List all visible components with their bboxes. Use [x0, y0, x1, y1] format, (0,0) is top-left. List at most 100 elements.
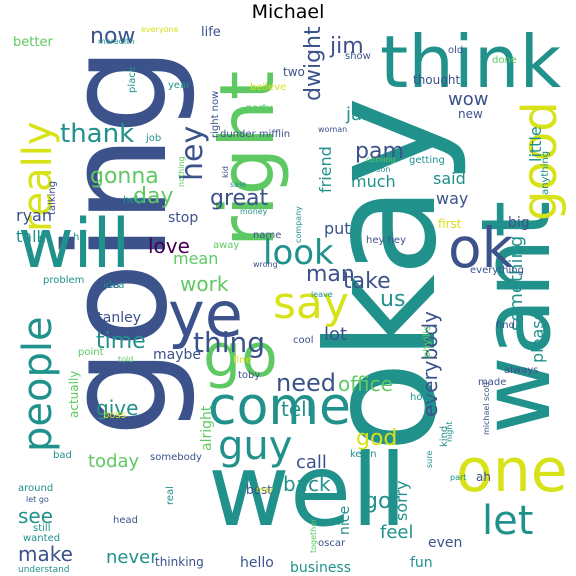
chart-title: Michael [251, 1, 325, 23]
cloud-word: help [123, 195, 145, 206]
cloud-word: stop [168, 210, 199, 226]
cloud-word: oscar [318, 538, 346, 549]
cloud-word: never [106, 547, 158, 568]
cloud-word: put [324, 219, 351, 238]
cloud-word: give [96, 396, 139, 420]
cloud-word: will [18, 205, 131, 284]
cloud-word: maybe [153, 347, 202, 363]
cloud-word: great [210, 186, 269, 211]
cloud-word: much [351, 172, 396, 191]
cloud-word: people [15, 316, 61, 452]
cloud-word: anything [540, 150, 551, 195]
cloud-word: toby [238, 370, 261, 381]
cloud-word: look [263, 233, 334, 273]
cloud-word: boss [103, 410, 126, 421]
cloud-word: idea [103, 280, 125, 291]
cloud-word: phyllis [422, 325, 433, 358]
cloud-word: ah [476, 470, 491, 484]
cloud-word: problem [43, 275, 85, 286]
cloud-word: show [345, 51, 371, 62]
cloud-word: make [18, 542, 73, 566]
cloud-word: woman [318, 125, 348, 134]
cloud-word: year [168, 80, 191, 91]
cloud-word: dwight [301, 26, 326, 101]
cloud-word: meredith [98, 37, 135, 46]
cloud-word: one [456, 436, 568, 506]
cloud-word: sorry [392, 480, 411, 521]
cloud-word: love [148, 234, 190, 258]
cloud-word: office [338, 372, 393, 396]
cloud-word: thank [60, 119, 135, 149]
cloud-word: idea [98, 280, 120, 291]
cloud-word: ok [448, 216, 514, 280]
cloud-word: first [438, 217, 462, 231]
cloud-word: ye [168, 278, 243, 351]
cloud-word: wow [448, 89, 489, 110]
cloud-word: still [33, 523, 51, 534]
cloud-word: business [290, 560, 352, 576]
cloud-word: nice [337, 505, 353, 535]
cloud-word: sale [230, 180, 247, 189]
cloud-word: tell [281, 397, 313, 421]
cloud-word: come [208, 377, 352, 437]
cloud-word: kevin [350, 449, 377, 460]
cloud-word: us [380, 287, 406, 312]
cloud-word: god [356, 426, 398, 451]
cloud-word: well [208, 432, 407, 549]
cloud-word: kid [221, 166, 230, 178]
cloud-word: talk [16, 227, 46, 246]
cloud-word: leave [311, 290, 333, 299]
cloud-word: point [78, 347, 104, 358]
cloud-word: jan [346, 104, 374, 125]
cloud-word: stanley [90, 310, 142, 326]
cloud-word: friend [316, 146, 335, 193]
cloud-word: everyone [141, 26, 179, 34]
cloud-word: gonna [90, 164, 159, 189]
cloud-word: ryan [16, 206, 52, 225]
cloud-word: car [128, 60, 141, 69]
cloud-word: right [203, 70, 291, 247]
cloud-word: fun [410, 555, 433, 571]
cloud-word: holly [410, 392, 434, 403]
cloud-word: made [478, 377, 507, 388]
cloud-word: think [380, 26, 562, 104]
cloud-word: find [496, 320, 515, 331]
cloud-word: got [364, 489, 401, 514]
cloud-word: now [90, 26, 136, 49]
cloud-word: let go [26, 495, 49, 504]
cloud-word: please [528, 310, 547, 363]
cloud-word: hey hey [366, 235, 406, 246]
cloud-word: call [296, 452, 327, 473]
cloud-word: time [96, 329, 146, 354]
cloud-word: company [294, 206, 303, 243]
cloud-word: today [88, 451, 140, 472]
cloud-word: mean [173, 249, 219, 268]
cloud-word: man [306, 262, 355, 287]
cloud-word: back [283, 472, 331, 496]
cloud-word: person [363, 165, 391, 174]
cloud-word: coming [366, 155, 396, 164]
cloud-word: two [283, 65, 305, 79]
cloud-word: lot [324, 324, 348, 345]
cloud-word: wrong [253, 260, 278, 269]
cloud-word: old [448, 45, 464, 56]
cloud-word: go [203, 321, 278, 391]
cloud-word: life [201, 26, 221, 40]
cloud-word: told [118, 355, 134, 364]
cloud-word: way [436, 189, 469, 208]
cloud-word: michael scott [482, 381, 491, 435]
cloud-word: something [506, 235, 527, 331]
cloud-word: right now [210, 90, 221, 138]
cloud-word: thinking [155, 555, 204, 569]
cloud-word: party [246, 103, 273, 114]
cloud-word: new [458, 107, 483, 121]
cloud-word: away [213, 240, 240, 251]
cloud-word: cool [293, 335, 314, 346]
cloud-word: place [127, 66, 138, 93]
cloud-word: night [445, 421, 454, 442]
cloud-word: see [18, 504, 54, 528]
cloud-word: fine [233, 355, 252, 366]
cloud-word: need [276, 369, 336, 397]
cloud-word: money [240, 207, 268, 216]
cloud-word: may [256, 485, 274, 494]
